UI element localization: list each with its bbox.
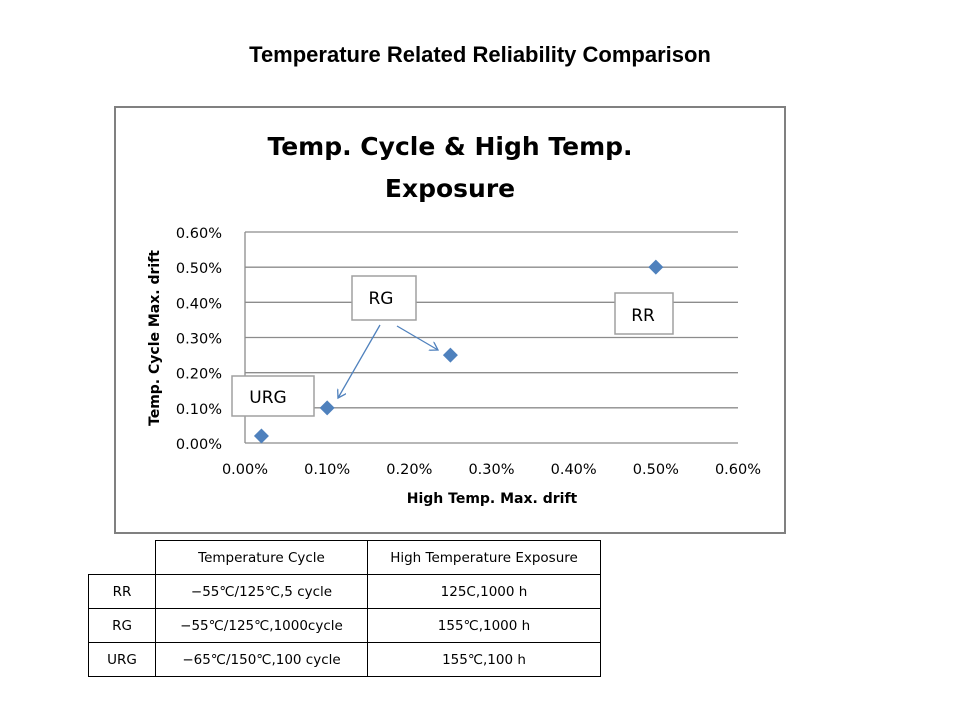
table-cell: −55℃/125℃,1000cycle (155, 608, 368, 643)
table-cell: RR (88, 574, 156, 609)
x-tick-label: 0.10% (304, 462, 350, 478)
table-header: Temperature Cycle (155, 540, 368, 575)
y-tick-label: 0.10% (176, 402, 222, 418)
table-header-blank (88, 540, 156, 575)
annotation-urg: URG (231, 375, 315, 417)
table-cell: 155℃,1000 h (367, 608, 601, 643)
table-cell: RG (88, 608, 156, 643)
table-row: URG −65℃/150℃,100 cycle 155℃,100 h (88, 642, 601, 677)
annotation-rg: RG (351, 275, 417, 321)
table-cell: −65℃/150℃,100 cycle (155, 642, 368, 677)
data-point (648, 259, 664, 275)
y-tick-label: 0.30% (176, 332, 222, 348)
annotation-urg-label: URG (249, 388, 286, 408)
x-tick-label: 0.30% (468, 462, 514, 478)
data-point (442, 347, 458, 363)
table-cell: URG (88, 642, 156, 677)
x-tick-label: 0.60% (715, 462, 761, 478)
table-header: High Temperature Exposure (367, 540, 601, 575)
x-tick-label: 0.50% (633, 462, 679, 478)
page-title: Temperature Related Reliability Comparis… (249, 42, 711, 67)
arrow-rg-to-point (396, 325, 438, 350)
x-tick-label: 0.00% (222, 462, 268, 478)
arrow-rg-to-urg (338, 324, 381, 398)
y-axis-label: Temp. Cycle Max. drift (147, 250, 163, 426)
x-tick-label: 0.40% (551, 462, 597, 478)
annotation-rr: RR (614, 292, 674, 335)
y-tick-label: 0.60% (176, 226, 222, 242)
table-cell: 125C,1000 h (367, 574, 601, 609)
x-axis-label: High Temp. Max. drift (407, 491, 578, 507)
comparison-table: Temperature Cycle High Temperature Expos… (88, 540, 601, 677)
chart-title-line-1: Temp. Cycle & High Temp. (267, 132, 632, 161)
x-tick-label: 0.20% (386, 462, 432, 478)
annotation-rg-label: RG (369, 289, 394, 309)
table-header-row: Temperature Cycle High Temperature Expos… (88, 540, 601, 575)
table-cell: −55℃/125℃,5 cycle (155, 574, 368, 609)
y-tick-label: 0.20% (176, 367, 222, 383)
annotation-rr-label: RR (631, 306, 655, 326)
data-point (319, 400, 335, 416)
y-tick-label: 0.40% (176, 296, 222, 312)
data-point (253, 428, 269, 444)
table-row: RG −55℃/125℃,1000cycle 155℃,1000 h (88, 608, 601, 643)
table-cell: 155℃,100 h (367, 642, 601, 677)
y-tick-label: 0.00% (176, 437, 222, 453)
chart-frame (114, 106, 786, 534)
table-row: RR −55℃/125℃,5 cycle 125C,1000 h (88, 574, 601, 609)
chart-title-line-2: Exposure (385, 174, 515, 203)
y-tick-label: 0.50% (176, 261, 222, 277)
